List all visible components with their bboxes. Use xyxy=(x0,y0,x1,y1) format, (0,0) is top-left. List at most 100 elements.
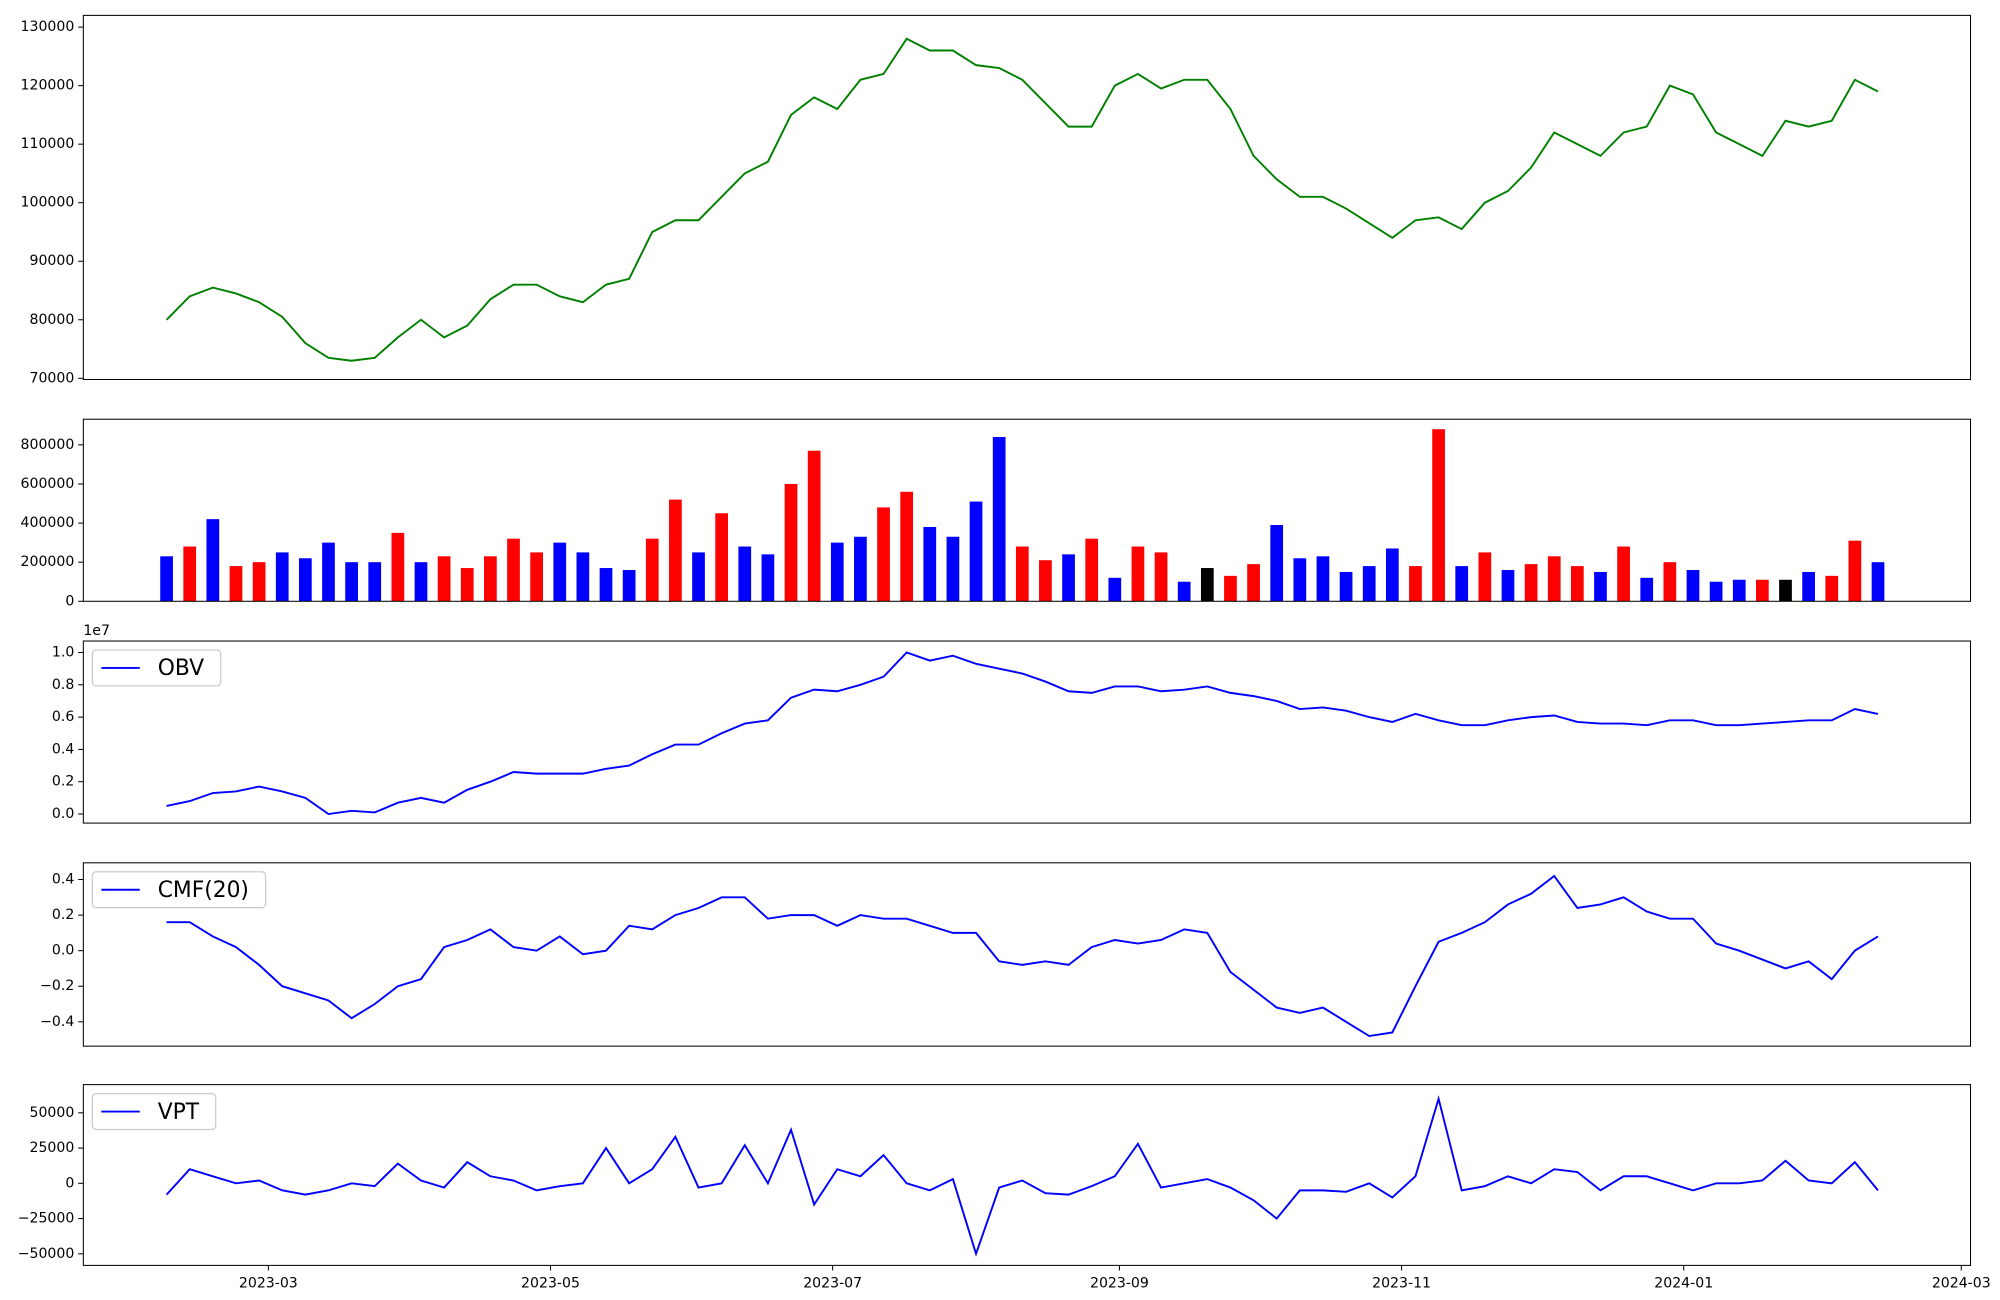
volume-bar xyxy=(1663,562,1677,602)
axes-frame xyxy=(82,418,1972,602)
volume-bar xyxy=(969,501,983,602)
volume-bar xyxy=(1270,525,1284,602)
volume-bar xyxy=(275,552,289,602)
axes-frame xyxy=(82,640,1972,824)
x-tick-label: 2023-05 xyxy=(521,1275,580,1291)
volume-bar xyxy=(298,558,312,602)
volume-bar xyxy=(1802,571,1815,602)
volume-bar xyxy=(1524,564,1538,602)
volume-bar xyxy=(507,538,520,602)
volume-bar xyxy=(946,536,960,602)
offset-label: 1e7 xyxy=(83,623,110,639)
volume-bar xyxy=(1293,558,1307,602)
volume-bar xyxy=(1825,575,1839,602)
legend-label: OBV xyxy=(158,656,204,681)
volume-bar xyxy=(1640,577,1654,602)
volume-bar xyxy=(1432,429,1445,602)
y-tick-label: 800000 xyxy=(21,437,75,453)
volume-bar xyxy=(1570,566,1584,602)
volume-bar xyxy=(923,526,937,602)
y-tick-label: 90000 xyxy=(30,253,75,269)
volume-bar xyxy=(992,437,1006,602)
y-tick-label: 600000 xyxy=(21,476,75,492)
volume-bar xyxy=(1848,540,1862,602)
volume-bar xyxy=(1709,581,1723,602)
volume-bar xyxy=(830,542,844,602)
legend-box xyxy=(91,649,222,687)
volume-bar xyxy=(229,566,243,602)
y-tick-label: 0.2 xyxy=(52,907,74,923)
series-line xyxy=(165,1095,1879,1257)
volume-bar xyxy=(1200,568,1214,602)
volume-bar xyxy=(1362,566,1376,602)
volume-bar xyxy=(1779,579,1792,602)
volume-bar xyxy=(1617,546,1630,602)
x-tick-label: 2023-09 xyxy=(1090,1275,1149,1291)
y-tick-label: 0.2 xyxy=(52,774,74,790)
volume-bar xyxy=(391,532,405,602)
x-tick-label: 2023-11 xyxy=(1372,1275,1431,1291)
x-tick-label: 2023-07 xyxy=(803,1275,862,1291)
volume-bar xyxy=(1108,577,1122,602)
volume-bar xyxy=(692,552,705,602)
volume-bar xyxy=(1224,575,1237,602)
volume-bar xyxy=(1062,554,1075,602)
y-tick-label: 1.0 xyxy=(52,644,74,660)
series-line xyxy=(166,651,1879,816)
volume-bar xyxy=(1131,546,1145,602)
axes-frame xyxy=(82,14,1972,381)
legend-box xyxy=(91,1092,217,1131)
volume-bar xyxy=(1316,556,1330,602)
volume-bar xyxy=(1409,566,1422,602)
y-tick-label: −25000 xyxy=(18,1211,75,1227)
y-tick-label: 0.8 xyxy=(52,677,74,693)
legend-label: CMF(20) xyxy=(158,878,249,903)
volume-bar xyxy=(1154,552,1168,602)
volume-bar xyxy=(322,542,335,602)
volume-bar xyxy=(437,556,451,602)
volume-bar xyxy=(553,542,567,602)
volume-bar xyxy=(715,513,729,602)
volume-bar xyxy=(206,519,220,602)
volume-bar xyxy=(669,499,682,602)
volume-bar xyxy=(484,556,497,602)
y-tick-label: 25000 xyxy=(30,1140,75,1156)
volume-bar xyxy=(345,562,358,602)
y-tick-label: 0.0 xyxy=(52,806,74,822)
volume-bar xyxy=(1085,538,1099,602)
legend-label: VPT xyxy=(158,1100,200,1125)
volume-bar xyxy=(183,546,197,602)
volume-bar xyxy=(252,562,266,602)
volume-bar xyxy=(414,562,428,602)
y-tick-label: −0.4 xyxy=(40,1014,74,1030)
y-tick-label: 400000 xyxy=(21,515,75,531)
y-tick-label: 0 xyxy=(65,593,74,609)
y-tick-label: 50000 xyxy=(30,1105,75,1121)
y-tick-label: 0.6 xyxy=(52,709,74,725)
y-tick-label: 130000 xyxy=(21,19,75,35)
volume-bar xyxy=(460,568,474,602)
volume-bar xyxy=(1547,556,1561,602)
volume-bar xyxy=(1501,569,1515,602)
volume-bar xyxy=(738,546,752,602)
x-tick-label: 2023-03 xyxy=(239,1275,298,1291)
volume-bar xyxy=(1039,560,1052,602)
volume-bar xyxy=(645,538,659,602)
volume-bar xyxy=(1247,564,1260,602)
legend-box xyxy=(91,871,267,909)
y-tick-label: 110000 xyxy=(21,136,75,152)
volume-bar xyxy=(854,536,867,602)
volume-bar xyxy=(900,491,914,602)
volume-bar xyxy=(368,562,382,602)
volume-bar xyxy=(1871,562,1885,602)
y-tick-label: 200000 xyxy=(21,554,75,570)
volume-bar xyxy=(1756,579,1769,602)
y-tick-label: 0.4 xyxy=(52,741,74,757)
axes-frame xyxy=(82,1084,1972,1266)
x-tick-label: 2024-01 xyxy=(1654,1275,1713,1291)
y-tick-label: −50000 xyxy=(18,1246,75,1262)
volume-bar xyxy=(622,569,636,602)
y-tick-label: 0.4 xyxy=(52,872,74,888)
